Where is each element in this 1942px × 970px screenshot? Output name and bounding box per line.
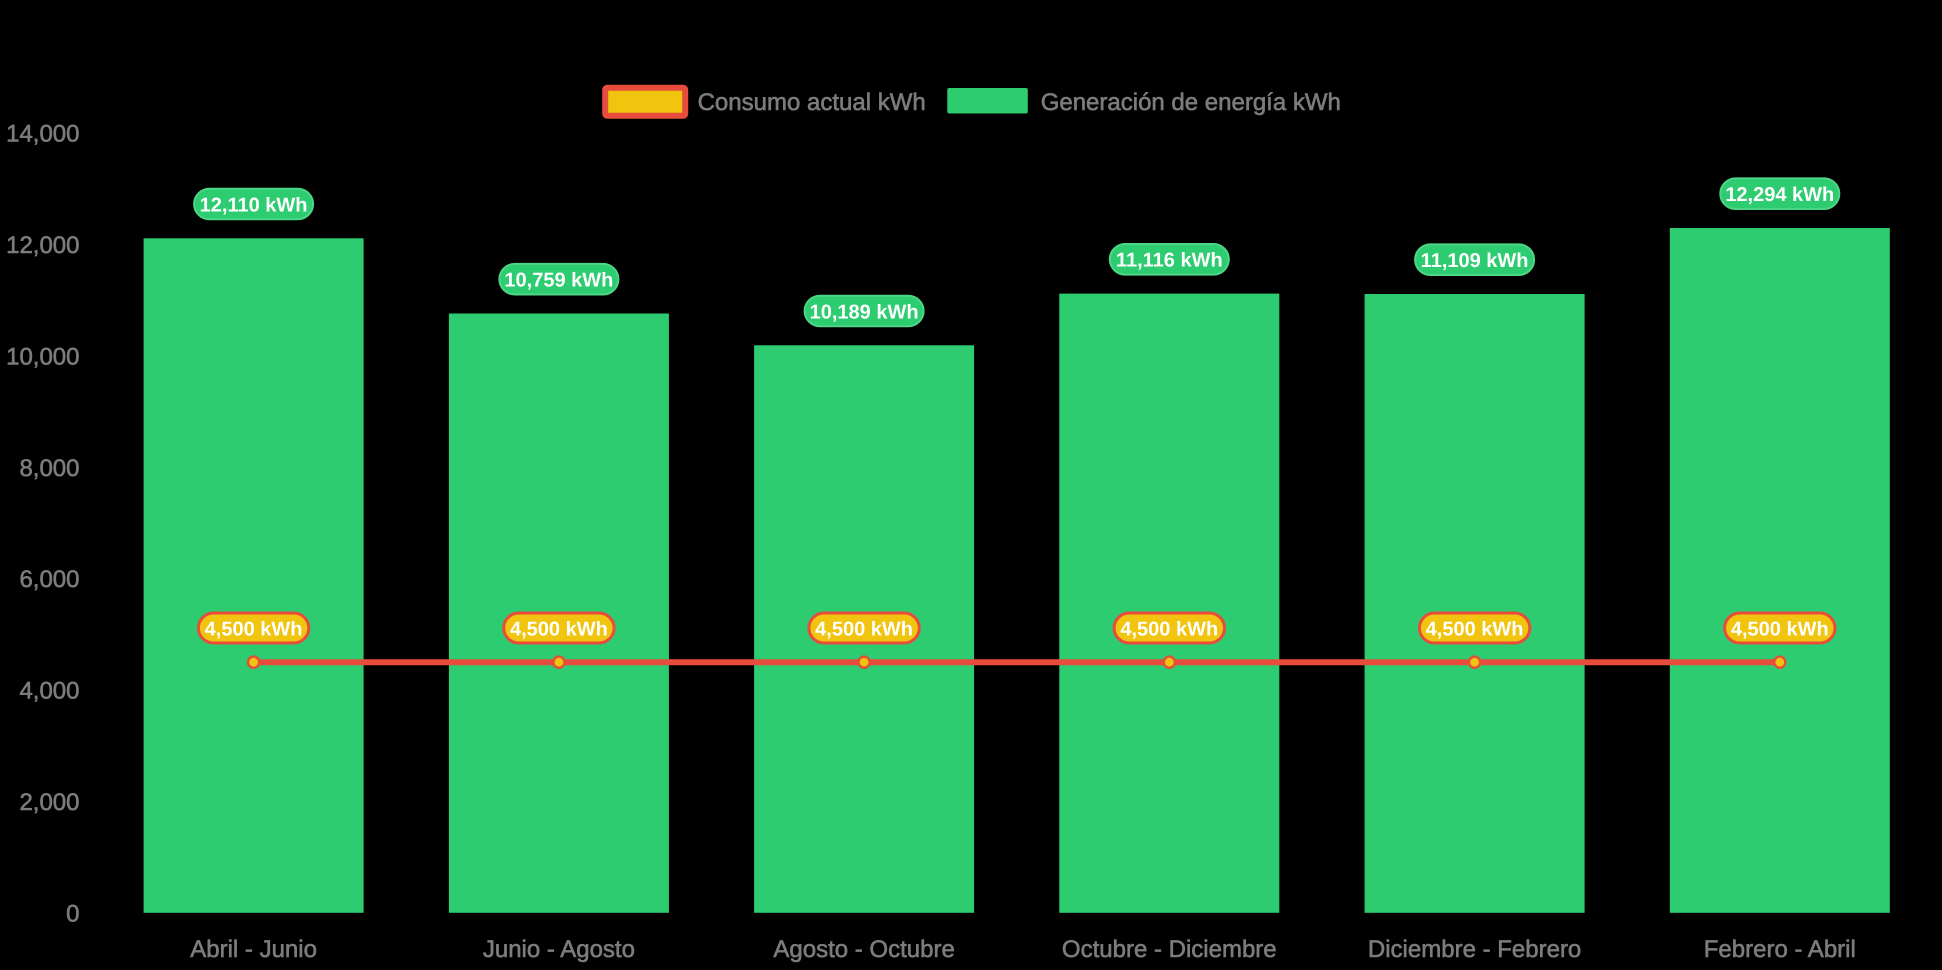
svg-text:11,116 kWh: 11,116 kWh — [1116, 250, 1223, 272]
svg-text:4,000: 4,000 — [19, 678, 79, 705]
svg-text:4,500 kWh: 4,500 kWh — [205, 619, 303, 641]
svg-text:Consumo actual kWh: Consumo actual kWh — [698, 89, 926, 116]
svg-text:12,110 kWh: 12,110 kWh — [200, 194, 308, 216]
svg-text:6,000: 6,000 — [19, 566, 79, 593]
svg-text:Agosto - Octubre: Agosto - Octubre — [773, 936, 954, 963]
svg-text:10,759 kWh: 10,759 kWh — [504, 270, 613, 292]
svg-text:Generación de energía kWh: Generación de energía kWh — [1041, 89, 1341, 116]
svg-text:11,109 kWh: 11,109 kWh — [1421, 250, 1529, 272]
svg-text:Diciembre - Febrero: Diciembre - Febrero — [1368, 936, 1581, 963]
svg-text:14,000: 14,000 — [6, 121, 79, 148]
svg-text:Junio - Agosto: Junio - Agosto — [483, 936, 635, 963]
svg-text:12,294 kWh: 12,294 kWh — [1725, 184, 1834, 206]
svg-text:2,000: 2,000 — [19, 789, 79, 816]
svg-text:4,500 kWh: 4,500 kWh — [510, 619, 608, 641]
svg-text:10,189 kWh: 10,189 kWh — [810, 301, 919, 323]
svg-text:4,500 kWh: 4,500 kWh — [1731, 619, 1829, 641]
svg-text:10,000: 10,000 — [6, 343, 79, 370]
svg-text:12,000: 12,000 — [6, 232, 79, 259]
svg-text:0: 0 — [66, 900, 79, 927]
svg-text:Abril - Junio: Abril - Junio — [190, 936, 317, 963]
svg-text:4,500 kWh: 4,500 kWh — [815, 619, 913, 641]
svg-text:8,000: 8,000 — [19, 455, 79, 482]
svg-text:Octubre - Diciembre: Octubre - Diciembre — [1062, 936, 1277, 963]
svg-text:Febrero - Abril: Febrero - Abril — [1704, 936, 1856, 963]
svg-text:4,500 kWh: 4,500 kWh — [1120, 619, 1218, 641]
svg-text:4,500 kWh: 4,500 kWh — [1426, 619, 1524, 641]
